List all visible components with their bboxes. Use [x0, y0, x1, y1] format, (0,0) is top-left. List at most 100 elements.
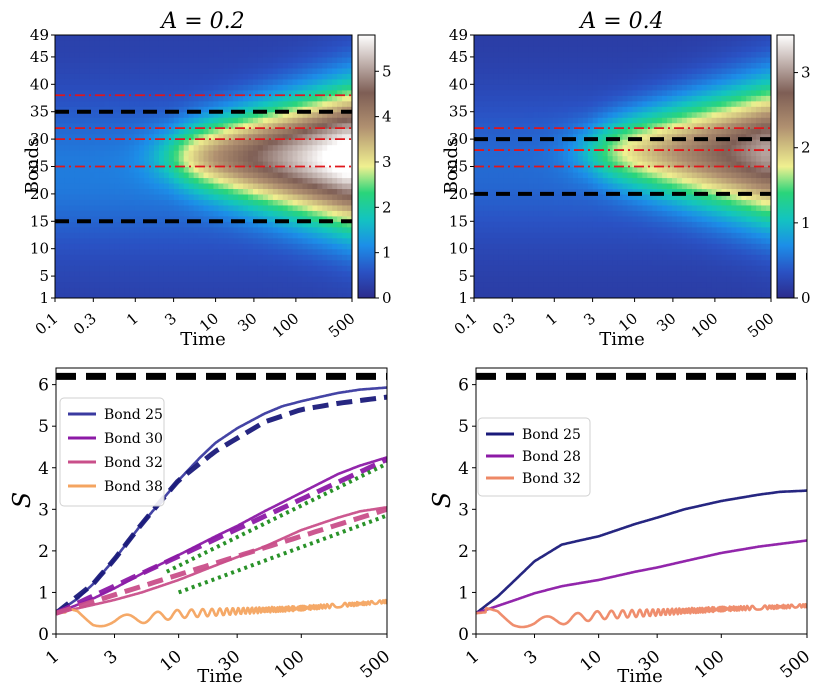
heatmap-cell	[173, 150, 180, 157]
heatmap-cell	[292, 67, 299, 74]
heatmap-cell	[513, 265, 520, 272]
heatmap-cell	[193, 161, 200, 168]
heatmap-cell	[327, 265, 333, 272]
heatmap-cell	[602, 188, 609, 195]
heatmap-cell	[337, 281, 343, 288]
heatmap-cell	[657, 287, 663, 294]
heatmap-cell	[617, 232, 624, 239]
heatmap-cell	[114, 232, 120, 239]
heatmap-cell	[178, 100, 185, 107]
heatmap-cell	[518, 281, 525, 288]
heatmap-cell	[533, 204, 539, 211]
heatmap-cell	[55, 292, 61, 298]
heatmap-cell	[667, 265, 673, 272]
heatmap-cell	[573, 51, 579, 58]
heatmap-cell	[114, 166, 120, 173]
heatmap-cell	[337, 40, 343, 47]
heatmap-cell	[297, 199, 304, 206]
heatmap-cell	[622, 84, 629, 91]
heatmap-cell	[538, 62, 544, 69]
heatmap-cell	[158, 243, 165, 250]
heatmap-cell	[158, 161, 165, 168]
heatmap-cell	[587, 122, 594, 129]
heatmap-cell	[109, 78, 115, 85]
heatmap-cell	[154, 144, 160, 151]
heatmap-cell	[302, 89, 309, 96]
heatmap-cell	[84, 292, 91, 298]
heatmap-cell	[327, 259, 333, 266]
heatmap-cell	[282, 243, 289, 250]
heatmap-cell	[168, 62, 175, 69]
heatmap-cell	[144, 292, 150, 298]
heatmap-cell	[124, 45, 130, 53]
heatmap-cell	[243, 281, 249, 288]
heatmap-cell	[114, 259, 120, 266]
heatmap-cell	[248, 122, 254, 129]
heatmap-cell	[277, 89, 284, 96]
heatmap-cell	[188, 270, 195, 277]
heatmap-cell	[158, 95, 165, 102]
heatmap-cell	[257, 100, 264, 107]
heatmap-cell	[297, 51, 304, 58]
heatmap-cell	[332, 128, 338, 135]
heatmap-cell	[493, 73, 500, 80]
heatmap-cell	[637, 45, 643, 53]
heatmap-cell	[607, 248, 614, 255]
heatmap-cell	[302, 139, 309, 146]
heatmap-cell	[297, 254, 304, 261]
heatmap-cell	[592, 226, 599, 233]
heatmap-cell	[483, 193, 490, 200]
heatmap-cell	[647, 144, 653, 151]
heatmap-cell	[518, 139, 525, 146]
heatmap-cell	[213, 111, 219, 118]
heatmap-cell	[248, 100, 254, 107]
heatmap-cell	[124, 265, 130, 272]
heatmap-cell	[523, 40, 530, 47]
heatmap-cell	[307, 215, 313, 222]
heatmap-cell	[188, 226, 195, 233]
heatmap-cell	[213, 62, 219, 69]
heatmap-cell	[483, 100, 490, 107]
heatmap-cell	[676, 287, 683, 294]
heatmap-cell	[642, 182, 648, 190]
heatmap-cell	[548, 166, 554, 173]
heatmap-cell	[322, 161, 328, 168]
heatmap-cell	[134, 287, 140, 294]
heatmap-cell	[158, 122, 165, 129]
heatmap-cell	[218, 193, 224, 200]
heatmap-cell	[84, 73, 91, 80]
heatmap-cell	[493, 248, 500, 255]
heatmap-cell	[208, 62, 214, 69]
heatmap-cell	[548, 128, 554, 135]
heatmap-cell	[478, 171, 485, 179]
heatmap-cell	[637, 144, 643, 151]
heatmap-cell	[667, 171, 673, 179]
heatmap-cell	[582, 188, 589, 195]
heatmap-cell	[163, 204, 170, 211]
heatmap-cell	[124, 281, 130, 288]
heatmap-cell	[144, 56, 150, 63]
heatmap-cell	[582, 270, 589, 277]
heatmap-cell	[647, 237, 653, 244]
heatmap-cell	[154, 281, 160, 288]
heatmap-cell	[89, 254, 96, 261]
heatmap-cell	[577, 95, 584, 102]
heatmap-cell	[607, 45, 614, 53]
heatmap-cell	[652, 210, 658, 217]
heatmap-cell	[508, 188, 515, 195]
heatmap-cell	[617, 226, 624, 233]
heatmap-cell	[89, 150, 96, 157]
heatmap-cell	[292, 155, 299, 162]
heatmap-cell	[208, 84, 214, 91]
heatmap-cell	[563, 193, 569, 200]
heatmap-cell	[553, 204, 559, 211]
heatmap-cell	[257, 210, 264, 217]
heatmap-cell	[612, 144, 619, 151]
heatmap-cell	[188, 177, 195, 184]
heatmap-cell	[342, 40, 348, 47]
heatmap-cell	[627, 139, 633, 146]
heatmap-cell	[213, 265, 219, 272]
heatmap-cell	[282, 221, 289, 228]
heatmap-cell	[233, 106, 239, 113]
heatmap-cell	[114, 100, 120, 107]
